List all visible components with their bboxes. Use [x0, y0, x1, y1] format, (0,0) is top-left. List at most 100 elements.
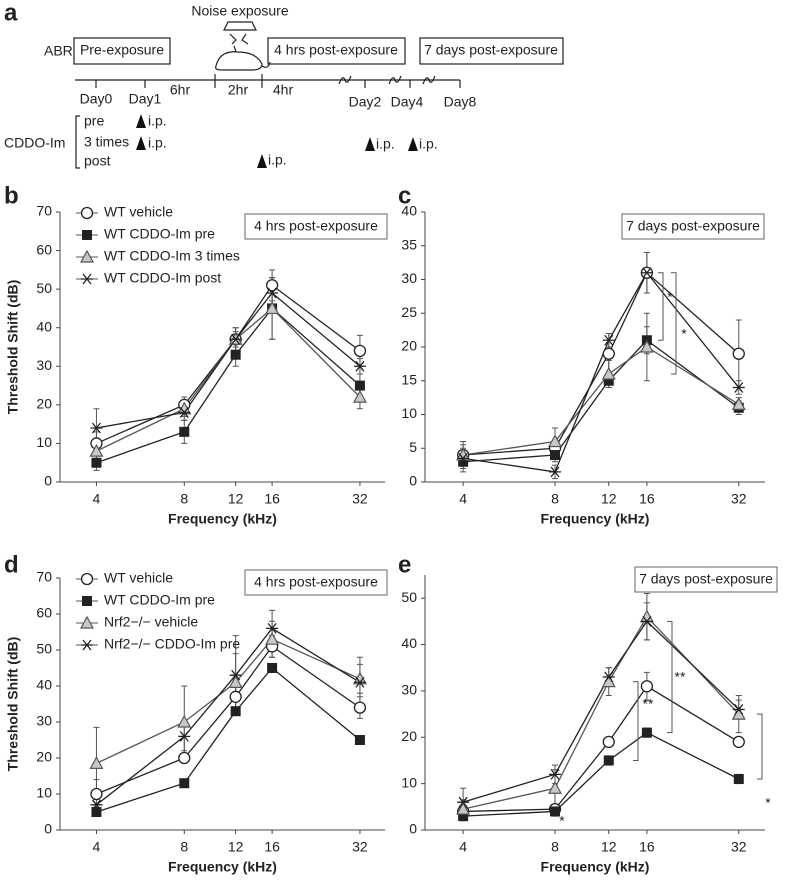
timeline-label: 2hr [228, 82, 249, 98]
box-label: 4 hrs post-exposure [274, 42, 398, 58]
y-tick-label: 40 [36, 318, 52, 334]
data-point [352, 389, 367, 403]
x-axis-label: Frequency (kHz) [541, 859, 650, 875]
noise-label: Noise exposure [191, 3, 288, 19]
speaker-icon [223, 21, 257, 45]
legend-marker [79, 615, 95, 629]
x-tick-label: 32 [731, 839, 747, 855]
significance-bracket [633, 681, 639, 761]
data-point [265, 279, 279, 292]
y-tick-label: 50 [36, 280, 52, 296]
timeline-label: Day8 [444, 94, 477, 110]
data-point [353, 360, 366, 372]
regimen-label: 3 times [84, 134, 129, 150]
injection-label: i.p. [419, 136, 438, 152]
series-line [462, 620, 740, 803]
regimen-label: post [84, 153, 111, 169]
data-point [91, 457, 102, 468]
timeline-label: Day1 [129, 91, 162, 107]
series-line [96, 292, 361, 429]
data-point [229, 333, 242, 345]
box-label: Pre-exposure [80, 42, 164, 58]
data-point [354, 380, 365, 391]
data-point [550, 806, 561, 817]
legend-label: Nrf2−/− vehicle [104, 614, 198, 630]
box [73, 37, 171, 65]
y-tick-label: 30 [401, 682, 417, 698]
significance-bracket [671, 272, 677, 375]
series-line [462, 615, 740, 810]
data-point [732, 382, 745, 393]
panel-label: d [4, 551, 19, 578]
data-point [457, 452, 470, 464]
data-point [265, 631, 280, 645]
data-point [178, 730, 191, 742]
y-tick-label: 30 [401, 270, 417, 286]
timeline-label: Day4 [391, 94, 424, 110]
y-tick-label: 20 [401, 338, 417, 354]
annotation: 7 days post-exposure [639, 571, 773, 587]
x-axis-label: Frequency (kHz) [168, 859, 277, 875]
panel-label: b [4, 182, 19, 209]
abr-label: ABR [44, 43, 73, 59]
data-point [733, 774, 744, 784]
x-tick-label: 4 [459, 839, 467, 855]
data-point [549, 466, 562, 478]
y-tick-label: 10 [36, 434, 52, 450]
annotation-box [621, 213, 765, 240]
data-point [641, 727, 652, 738]
data-point [640, 680, 654, 693]
break-mark [338, 75, 436, 85]
legend-label: WT vehicle [104, 204, 173, 220]
x-axis-label: Frequency (kHz) [168, 511, 277, 527]
y-tick-label: 0 [409, 473, 417, 489]
x-tick-label: 16 [639, 491, 655, 507]
x-tick-label: 8 [551, 839, 559, 855]
data-point [178, 751, 191, 765]
annotation-box [634, 566, 778, 593]
legend-marker [81, 273, 93, 285]
x-tick-label: 32 [352, 839, 368, 855]
data-point [732, 735, 745, 749]
y-axis-label: Threshold Shift (dB) [5, 280, 21, 415]
y-tick-label: 70 [36, 203, 52, 219]
data-point [603, 375, 614, 386]
significance-label: * [667, 289, 673, 305]
y-tick-label: 40 [401, 635, 417, 651]
y-axis-label: Threshold Shift (dB) [5, 637, 21, 772]
data-point [179, 778, 190, 789]
panel-label: a [4, 0, 18, 26]
data-point [228, 675, 243, 688]
y-tick-label: 30 [36, 357, 52, 373]
data-point [89, 756, 104, 769]
y-tick-label: 10 [401, 405, 417, 421]
series-line [463, 685, 740, 813]
data-point [602, 347, 615, 360]
data-point [179, 426, 190, 437]
data-point [353, 344, 367, 358]
x-tick-label: 4 [93, 839, 101, 855]
y-tick-label: 20 [36, 396, 52, 412]
x-tick-label: 8 [180, 839, 188, 855]
x-tick-label: 32 [731, 491, 747, 507]
legend-marker [80, 206, 94, 220]
data-point [732, 704, 745, 715]
x-axis-label: Frequency (kHz) [541, 511, 650, 527]
y-tick-label: 60 [36, 605, 52, 621]
x-tick-label: 4 [459, 491, 467, 507]
significance-bracket [667, 620, 673, 734]
x-tick-label: 12 [601, 839, 617, 855]
injection-label: i.p. [148, 135, 167, 151]
data-point [603, 755, 614, 766]
annotation-box [244, 569, 388, 596]
legend-marker [81, 639, 93, 651]
data-point [602, 334, 615, 346]
x-tick-label: 8 [551, 491, 559, 507]
series-line [96, 667, 361, 813]
y-tick-label: 20 [36, 749, 52, 765]
x-tick-label: 16 [264, 491, 280, 507]
legend-label: WT CDDO-Im post [104, 270, 221, 286]
significance-bracket [757, 713, 763, 780]
y-tick-label: 0 [44, 473, 52, 489]
box [419, 37, 564, 65]
